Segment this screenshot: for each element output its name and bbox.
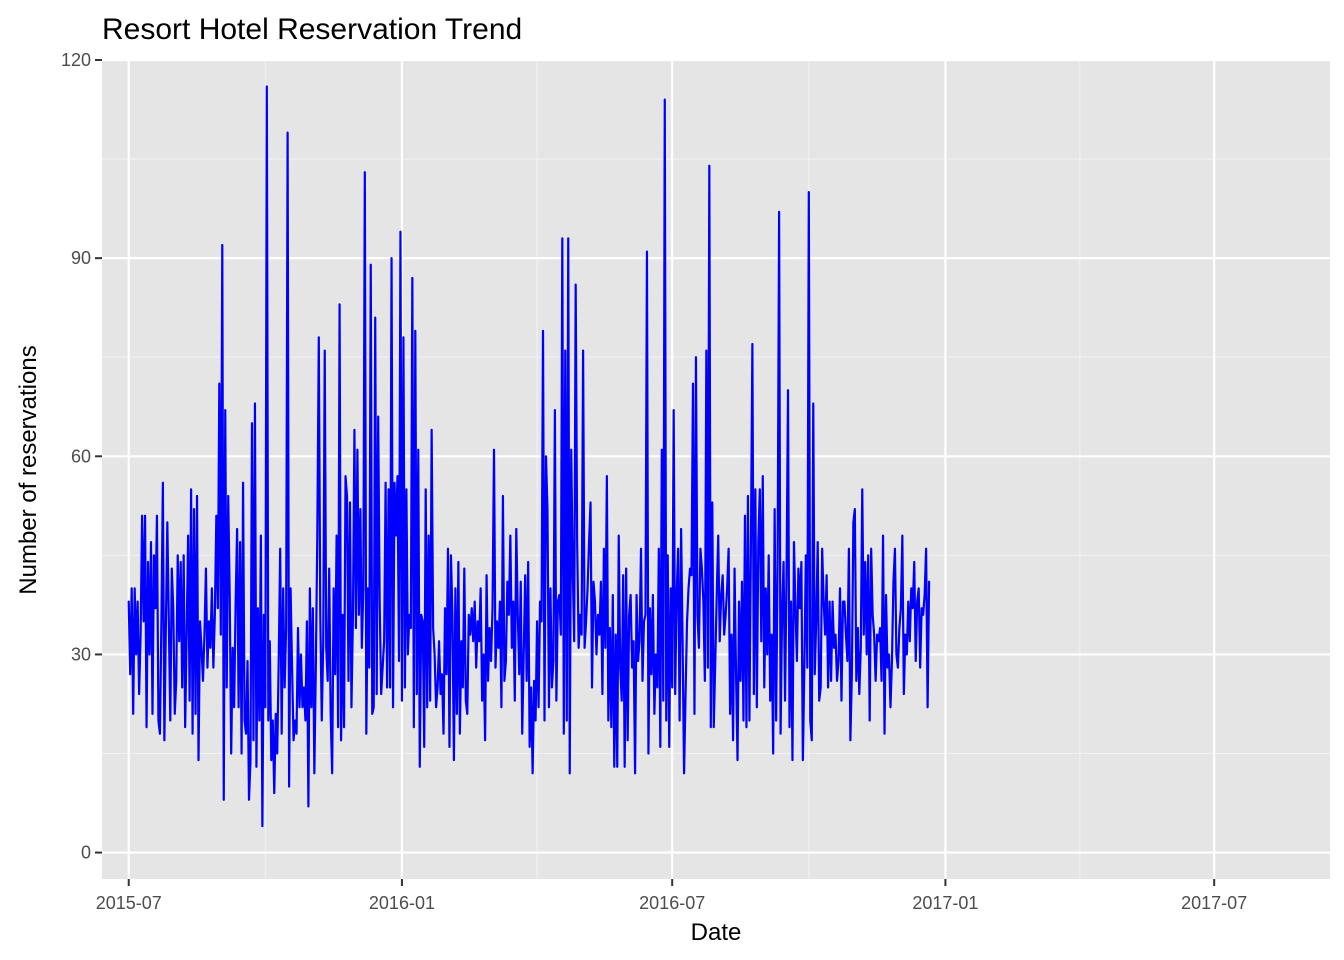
x-tick-label: 2015-07 xyxy=(96,893,162,913)
x-tick-labels: 2015-07 2016-01 2016-07 2017-01 2017-07 xyxy=(96,893,1248,913)
x-tick-label: 2016-07 xyxy=(639,893,705,913)
series-line xyxy=(127,85,931,828)
axis-ticks xyxy=(95,59,1216,886)
y-tick-label: 30 xyxy=(71,644,91,664)
x-tick-label: 2017-07 xyxy=(1181,893,1247,913)
y-tick-label: 120 xyxy=(61,50,91,70)
y-tick-label: 90 xyxy=(71,248,91,268)
x-tick-label: 2016-01 xyxy=(369,893,435,913)
y-tick-labels: 0 30 60 90 120 xyxy=(61,50,91,863)
y-axis-title: Number of reservations xyxy=(15,345,42,594)
chart-title: Resort Hotel Reservation Trend xyxy=(102,13,522,46)
grid-minor-lines xyxy=(102,60,1330,879)
y-tick-label: 60 xyxy=(71,446,91,466)
plot-panel xyxy=(102,60,1330,879)
x-tick-label: 2017-01 xyxy=(912,893,978,913)
x-axis-title: Date xyxy=(691,919,742,946)
y-tick-label: 0 xyxy=(81,843,91,863)
series-layer xyxy=(127,85,931,828)
